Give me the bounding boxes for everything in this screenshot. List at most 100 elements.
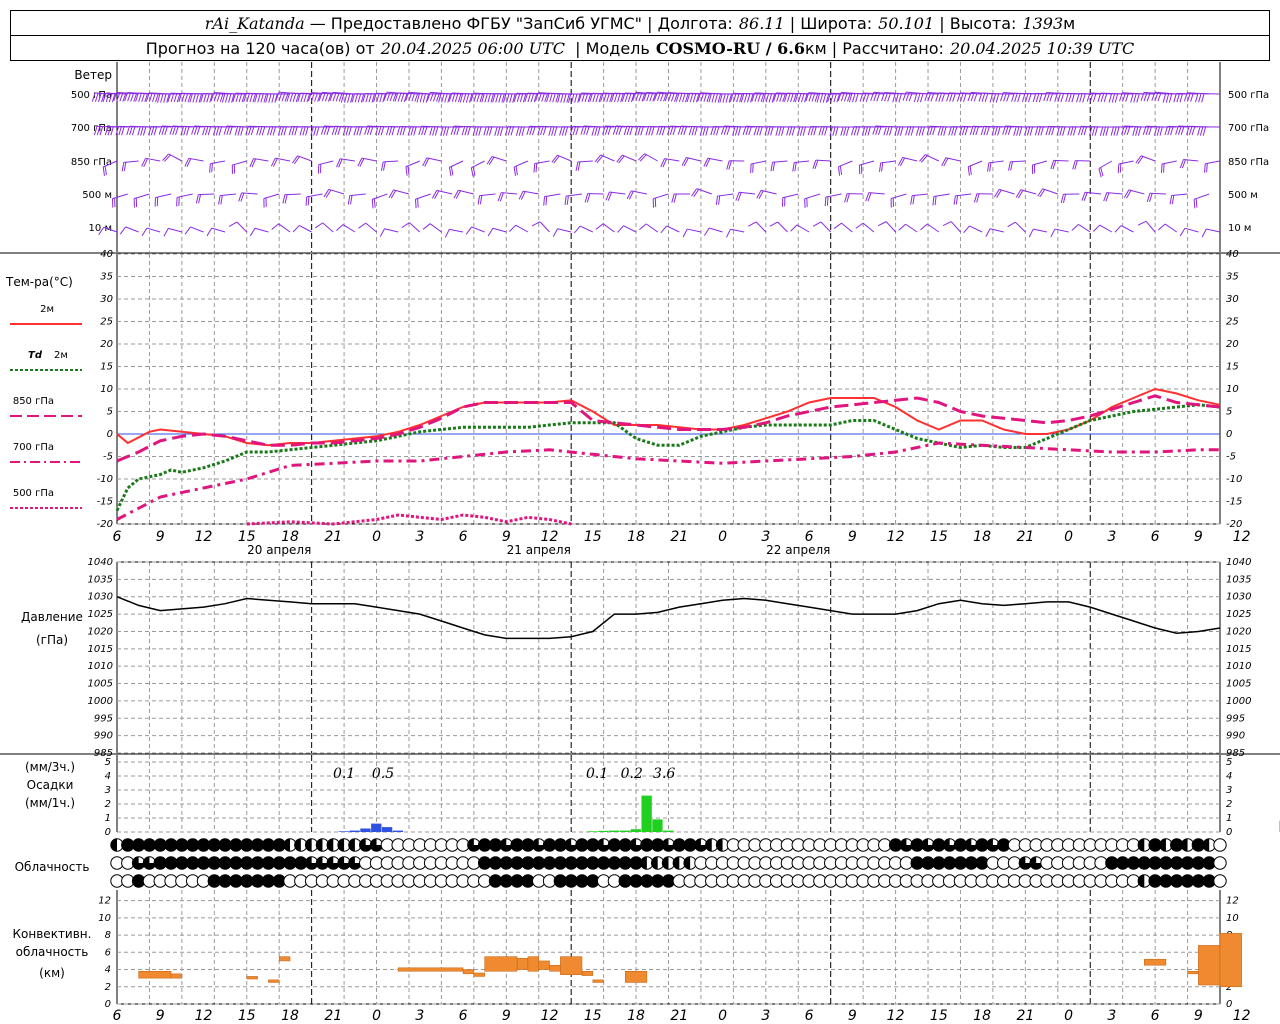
wind-barb bbox=[236, 221, 248, 233]
wind-barb-feather bbox=[529, 126, 533, 136]
wind-barb-feather bbox=[919, 93, 924, 103]
y-tick-left: 30 bbox=[100, 294, 113, 305]
wind-barb-feather bbox=[478, 126, 482, 136]
wind-barb-feather bbox=[732, 126, 736, 136]
wind-barb bbox=[859, 160, 875, 166]
wind-barb-feather bbox=[302, 126, 306, 136]
wind-barb-feather bbox=[324, 92, 329, 102]
wind-barb-feather bbox=[501, 93, 505, 103]
wind-barb-feather bbox=[569, 126, 574, 136]
wind-barb-feather bbox=[115, 126, 120, 136]
wind-barb-feather bbox=[338, 92, 343, 102]
wind-barb bbox=[602, 223, 615, 233]
wind-barb-feather bbox=[371, 93, 376, 103]
wind-barb-feather bbox=[867, 192, 872, 202]
wind-barb bbox=[760, 189, 777, 195]
wind-barb-feather bbox=[946, 92, 950, 102]
wind-barb-feather bbox=[1197, 126, 1201, 136]
wind-barb-feather bbox=[596, 155, 604, 164]
wind-barb-feather bbox=[566, 93, 570, 103]
wind-barb-feather bbox=[1186, 126, 1190, 136]
wind-barb-feather bbox=[251, 158, 257, 168]
wind-barb-feather bbox=[819, 93, 824, 103]
wind-level-right: 500 м bbox=[1228, 190, 1258, 201]
wind-barb bbox=[146, 227, 161, 233]
wind-barb-feather bbox=[843, 126, 847, 136]
wind-barb-feather bbox=[1017, 190, 1024, 199]
wind-barb bbox=[1145, 220, 1156, 233]
wind-barb bbox=[232, 160, 247, 166]
wind-barb-feather bbox=[614, 93, 618, 102]
wind-barb-feather bbox=[450, 166, 454, 176]
wind-barb-feather bbox=[166, 93, 170, 103]
wind-barb-feather bbox=[959, 92, 964, 102]
wind-level-right: 700 гПа bbox=[1228, 123, 1269, 134]
wind-barb-feather bbox=[583, 126, 587, 135]
wind-barb-feather bbox=[1079, 93, 1083, 103]
wind-barb-feather bbox=[391, 126, 396, 136]
wind-barb-feather bbox=[483, 126, 487, 136]
cloud-cell-fill bbox=[662, 856, 669, 870]
wind-barb-feather bbox=[275, 91, 280, 101]
wind-barb-feather bbox=[1017, 93, 1021, 103]
wind-barb-feather bbox=[572, 126, 577, 136]
wind-barb-feather bbox=[249, 158, 255, 168]
wind-barb-feather bbox=[348, 126, 352, 136]
wind-barb-feather bbox=[781, 126, 785, 136]
wind-barb-feather bbox=[575, 161, 579, 171]
wind-barb-feather bbox=[807, 126, 812, 136]
wind-barb bbox=[1128, 189, 1145, 195]
wind-barb-feather bbox=[386, 92, 391, 101]
wind-barb-feather bbox=[559, 126, 563, 136]
wind-barb-feather bbox=[1100, 167, 1104, 177]
wind-barb-feather bbox=[192, 93, 196, 103]
wind-barb-feather bbox=[135, 92, 139, 102]
wind-barb bbox=[405, 160, 420, 168]
wind-barb-feather bbox=[889, 126, 893, 136]
wind-barb-feather bbox=[706, 93, 711, 102]
wind-barb-feather bbox=[1072, 160, 1076, 170]
cloud-cell-fill bbox=[110, 838, 117, 852]
y-tick-left: 10 bbox=[100, 384, 113, 395]
wind-barb-feather bbox=[1162, 93, 1167, 103]
wind-barb-feather bbox=[775, 126, 779, 136]
wind-barb-feather bbox=[310, 126, 314, 136]
wind-barb-feather bbox=[1125, 92, 1129, 102]
wind-barb bbox=[1184, 227, 1199, 233]
wind-barb-feather bbox=[1089, 126, 1093, 136]
y-tick-left: 1025 bbox=[88, 609, 113, 620]
wind-barb-feather bbox=[93, 126, 98, 136]
wind-barb-feather bbox=[853, 126, 858, 136]
wind-barb-feather bbox=[229, 126, 233, 136]
wind-barb-feather bbox=[987, 162, 990, 172]
wind-barb-feather bbox=[470, 167, 474, 177]
wind-barb-feather bbox=[1050, 228, 1056, 238]
wind-barb-feather bbox=[895, 93, 899, 103]
y-tick-left: 8 bbox=[105, 930, 111, 941]
wind-barb-feather bbox=[814, 160, 819, 169]
wind-barb-feather bbox=[843, 92, 848, 102]
wind-barb-feather bbox=[238, 93, 243, 103]
wind-barb bbox=[544, 193, 561, 198]
wind-barb-feather bbox=[195, 93, 199, 103]
wind-barb-feather bbox=[99, 126, 104, 136]
wind-barb-feather bbox=[320, 125, 325, 135]
wind-barb-feather bbox=[313, 126, 317, 136]
wind-barb-feather bbox=[104, 165, 107, 176]
wind-barb-feather bbox=[1116, 126, 1120, 136]
wind-barb-feather bbox=[835, 126, 839, 136]
wind-barb-feather bbox=[518, 126, 523, 136]
wind-barb-feather bbox=[1117, 164, 1120, 174]
wind-barb-feather bbox=[705, 126, 709, 136]
conv-title-a: Конвективн. bbox=[13, 927, 92, 941]
wind-barb-feather bbox=[226, 126, 231, 135]
wind-barb-feather bbox=[158, 125, 163, 135]
x-tick: 15 bbox=[930, 1008, 948, 1024]
wind-barb-feather bbox=[752, 163, 754, 173]
x-tick: 12 bbox=[195, 1008, 213, 1024]
wind-barb bbox=[105, 92, 128, 95]
y-tick-right: 40 bbox=[1226, 249, 1239, 260]
x-tick: 9 bbox=[1194, 529, 1203, 545]
wind-barb-feather bbox=[689, 93, 694, 103]
